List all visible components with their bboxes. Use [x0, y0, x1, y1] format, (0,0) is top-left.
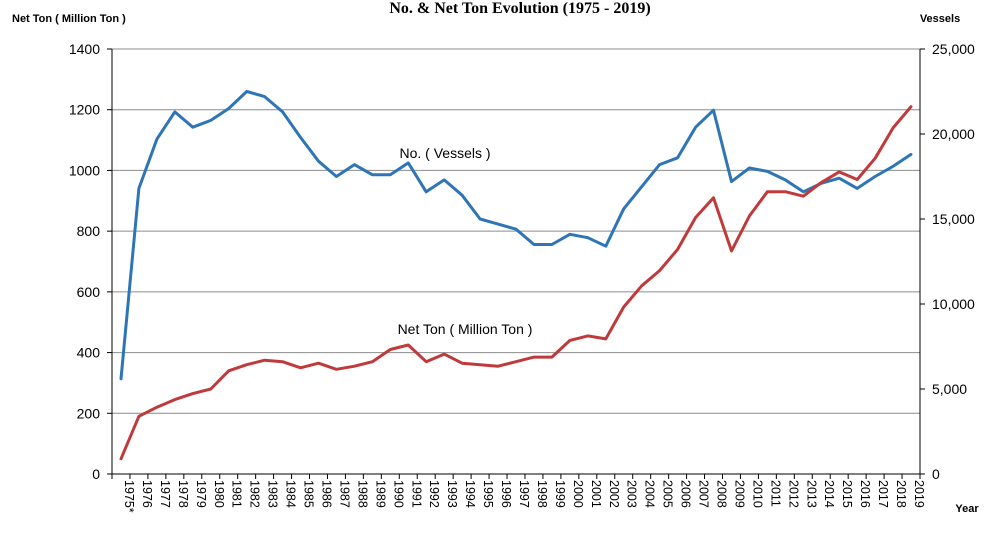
annotation-vessels: No. ( Vessels ) [399, 145, 490, 161]
x-tick-label: 2006 [679, 480, 693, 508]
x-tick-label: 1990 [391, 480, 405, 508]
x-tick-label: 1989 [373, 480, 387, 508]
x-tick-label: 2012 [786, 480, 800, 508]
x-tick-label: 1984 [284, 480, 298, 508]
x-tick-label: 1987 [337, 480, 351, 508]
x-tick-label: 2019 [912, 480, 926, 508]
x-tick-label: 1976 [140, 480, 154, 508]
gridlines [111, 48, 921, 475]
annotation-net-ton: Net Ton ( Million Ton ) [398, 321, 533, 337]
x-axis-title: Year [955, 503, 979, 515]
x-tick-label: 2017 [876, 480, 890, 508]
x-tick-label: 2000 [571, 480, 585, 508]
x-tick-label: 1999 [553, 480, 567, 508]
x-tick-label: 1998 [535, 480, 549, 508]
x-tick-label: 1979 [194, 480, 208, 508]
right-tick-label: 0 [932, 466, 940, 482]
right-tick-label: 5,000 [932, 381, 967, 397]
right-axis-ticks: 0 5,000 10,000 15,000 20,000 25,000 [920, 41, 975, 482]
x-tick-label: 1977 [158, 480, 172, 508]
x-tick-label: 1997 [517, 480, 531, 508]
left-tick-label: 1400 [69, 41, 100, 57]
x-tick-label: 2011 [768, 480, 782, 507]
x-tick-label: 1980 [212, 480, 226, 508]
x-tick-label: 2008 [715, 480, 729, 508]
chart-title: No. & Net Ton Evolution (1975 - 2019) [389, 0, 650, 17]
right-tick-label: 15,000 [932, 211, 975, 227]
x-tick-label: 1992 [427, 480, 441, 508]
left-tick-label: 600 [77, 284, 101, 300]
x-tick-label: 1988 [355, 480, 369, 508]
x-tick-label: 1994 [463, 480, 477, 508]
x-axis-ticks: 1975* 1976 1977 1978 1979 1980 1981 1982 1983 198… [111, 474, 926, 513]
x-tick-label: 1982 [248, 480, 262, 508]
x-tick-label: 1985 [302, 480, 316, 508]
x-tick-label: 1975* [122, 480, 136, 513]
left-axis-title: Net Ton ( Million Ton ) [12, 13, 126, 25]
x-tick-label: 2013 [804, 480, 818, 508]
x-tick-label: 2001 [589, 480, 603, 508]
x-tick-label: 2004 [643, 480, 657, 508]
x-tick-label: 2015 [840, 480, 854, 508]
series-layer [119, 90, 913, 461]
left-tick-label: 200 [77, 405, 101, 421]
left-tick-label: 800 [77, 223, 101, 239]
right-tick-label: 20,000 [932, 126, 975, 142]
left-tick-label: 400 [77, 345, 101, 361]
right-axis-title: Vessels [920, 13, 960, 25]
x-tick-label: 2018 [894, 480, 908, 508]
x-tick-label: 1996 [499, 480, 513, 508]
x-tick-label: 1993 [445, 480, 459, 508]
x-tick-label: 2016 [858, 480, 872, 508]
x-tick-label: 1981 [230, 480, 244, 508]
x-tick-label: 1991 [409, 480, 423, 508]
x-tick-label: 2003 [625, 480, 639, 508]
series-line-net-ton [119, 105, 913, 461]
left-tick-label: 1200 [69, 102, 100, 118]
x-tick-label: 1978 [176, 480, 190, 508]
x-tick-label: 2002 [607, 480, 621, 508]
x-tick-label: 2010 [750, 480, 764, 508]
left-tick-label: 1000 [69, 162, 100, 178]
x-tick-label: 1986 [319, 480, 333, 508]
right-tick-label: 10,000 [932, 296, 975, 312]
series-line-vessels [119, 90, 913, 381]
x-tick-label: 1995 [481, 480, 495, 508]
x-tick-label: 2009 [732, 480, 746, 508]
left-tick-label: 0 [92, 466, 100, 482]
x-tick-label: 1983 [266, 480, 280, 508]
right-tick-label: 25,000 [932, 41, 975, 57]
left-axis-ticks: 0 200 400 600 800 1000 1200 1400 [69, 41, 112, 482]
x-tick-label: 2014 [822, 480, 836, 508]
x-tick-label: 2007 [697, 480, 711, 508]
x-tick-label: 2005 [661, 480, 675, 508]
